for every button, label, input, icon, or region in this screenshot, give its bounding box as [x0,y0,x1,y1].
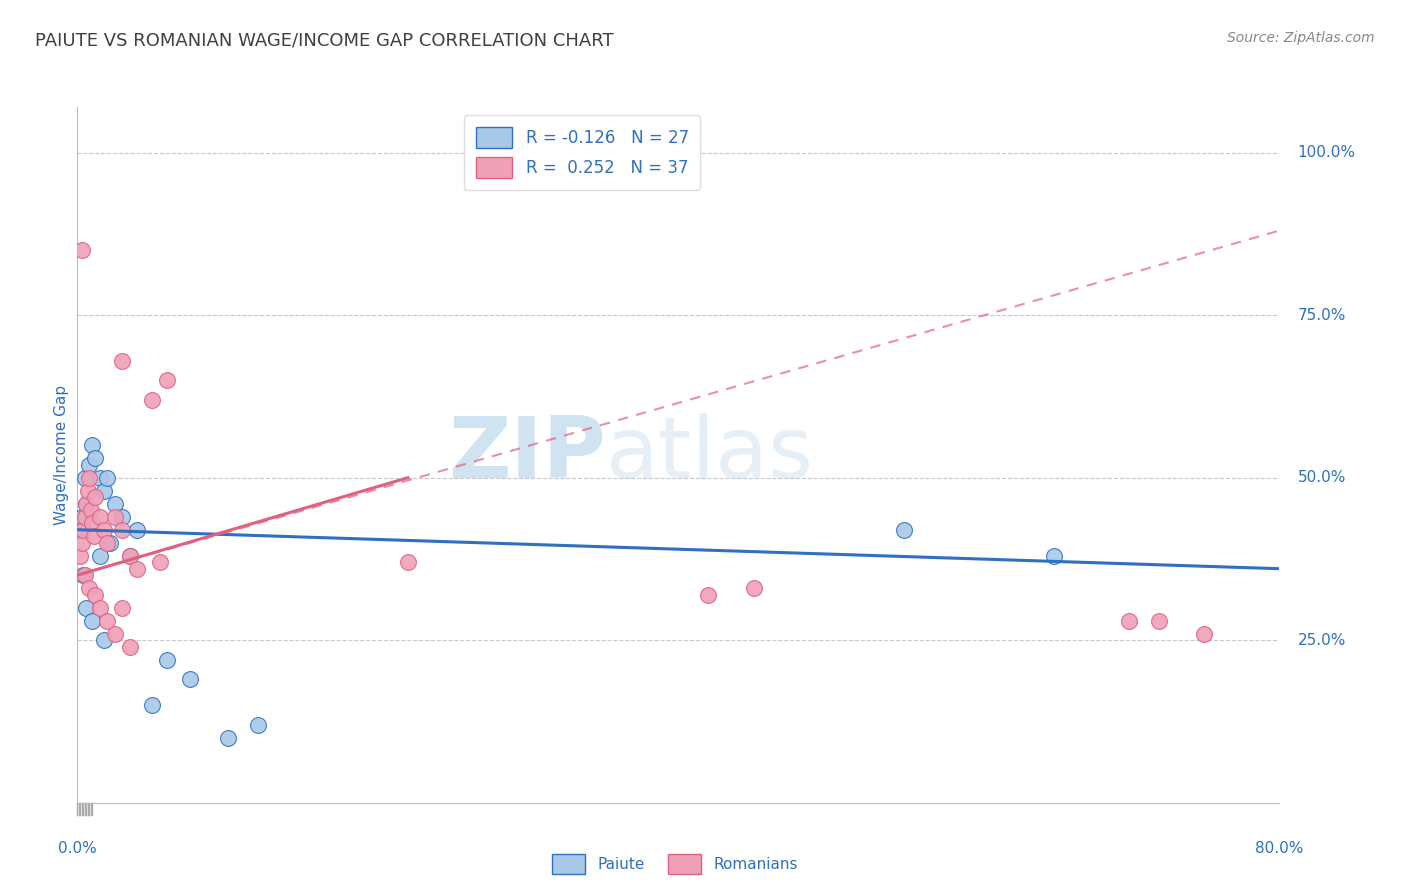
Point [84,588,107,602]
Point [396,555,419,569]
Point [127,562,149,576]
Point [111,353,134,368]
Point [127,523,149,537]
Point [104,509,127,524]
Point [89,600,111,615]
Point [79,581,101,595]
Point [79,458,101,472]
Point [89,549,111,563]
Point [70,535,93,549]
Y-axis label: Wage/Income Gap: Wage/Income Gap [53,384,69,525]
Point [118,549,141,563]
Point [111,600,134,615]
Point [697,588,720,602]
Text: 100.0%: 100.0% [1298,145,1355,160]
Point [72,523,94,537]
Text: Source: ZipAtlas.com: Source: ZipAtlas.com [1227,31,1375,45]
Point [1194,626,1216,640]
Point [69,523,91,537]
Point [149,555,172,569]
Point [96,471,118,485]
Point [111,509,134,524]
Point [141,698,163,713]
Point [79,471,101,485]
Point [73,568,96,582]
Text: PAIUTE VS ROMANIAN WAGE/INCOME GAP CORRELATION CHART: PAIUTE VS ROMANIAN WAGE/INCOME GAP CORRE… [35,31,614,49]
Legend: Paiute, Romanians: Paiute, Romanians [546,848,804,880]
Point [104,497,127,511]
Legend: R = -0.126   N = 27, R =  0.252   N = 37: R = -0.126 N = 27, R = 0.252 N = 37 [464,115,700,190]
Point [73,509,96,524]
Point [156,373,179,387]
Point [246,718,269,732]
Point [111,523,134,537]
Point [84,490,107,504]
Point [100,535,122,549]
Point [84,451,107,466]
Point [96,535,118,549]
Point [75,497,97,511]
Point [75,600,97,615]
Point [93,523,115,537]
Point [104,626,127,640]
Text: 0.0%: 0.0% [58,841,97,856]
Point [72,568,94,582]
Point [96,614,118,628]
Point [1043,549,1066,563]
Point [70,243,93,257]
Point [118,549,141,563]
Text: atlas: atlas [606,413,814,497]
Point [83,529,105,543]
Point [80,503,103,517]
Point [73,471,96,485]
Point [82,438,104,452]
Text: ZIP: ZIP [449,413,606,497]
Point [82,614,104,628]
Point [217,731,239,745]
Point [69,549,91,563]
Point [82,516,104,531]
Point [893,523,915,537]
Point [89,471,111,485]
Point [1118,614,1140,628]
Point [1149,614,1171,628]
Text: 25.0%: 25.0% [1298,632,1346,648]
Text: 50.0%: 50.0% [1298,470,1346,485]
Point [93,483,115,498]
Point [118,640,141,654]
Point [179,672,201,686]
Point [141,392,163,407]
Point [93,633,115,648]
Point [156,653,179,667]
Point [75,497,97,511]
Text: 80.0%: 80.0% [1256,841,1303,856]
Point [742,581,765,595]
Text: 75.0%: 75.0% [1298,308,1346,323]
Point [70,509,93,524]
Point [76,483,98,498]
Point [89,509,111,524]
